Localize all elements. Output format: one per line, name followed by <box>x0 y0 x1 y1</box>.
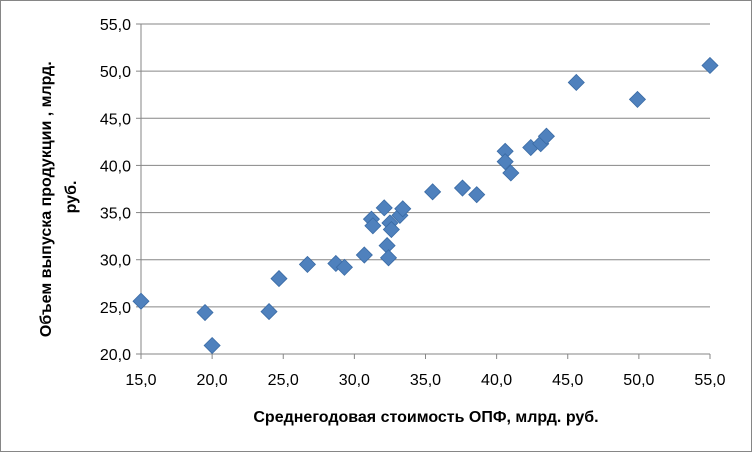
scatter-point <box>203 336 221 355</box>
gridlines <box>141 23 710 308</box>
axes <box>136 23 711 359</box>
scatter-point <box>132 292 150 310</box>
scatter-point <box>701 56 719 75</box>
x-tick-label: 45,0 <box>552 372 583 389</box>
y-axis-title-line-2: руб. <box>63 181 80 214</box>
scatter-point <box>453 179 472 197</box>
y-tick-label: 30,0 <box>100 253 131 270</box>
scatter-point <box>567 73 585 92</box>
x-tick-label: 55,0 <box>694 372 725 389</box>
y-tick-label: 50,0 <box>100 64 131 81</box>
scatter-point <box>327 254 345 273</box>
x-tick-label: 30,0 <box>339 372 370 389</box>
scatter-point <box>355 246 373 264</box>
scatter-point <box>502 164 520 182</box>
scatter-point <box>375 199 393 217</box>
x-axis-title: Среднегодовая стоимость ОПФ, млрд. руб. <box>253 409 598 426</box>
y-tick-label: 40,0 <box>100 158 131 175</box>
scatter-point <box>364 217 382 235</box>
x-tick-label: 20,0 <box>197 372 228 389</box>
x-tick-labels: 15,0 20,0 25,0 30,0 35,0 40,0 45,0 50,0 55,0 <box>125 372 725 389</box>
y-tick-labels: 20,0 25,0 30,0 35,0 40,0 45,0 50,0 55,0 <box>100 17 131 364</box>
x-tick-label: 15,0 <box>125 372 156 389</box>
scatter-point <box>468 186 486 204</box>
y-tick-label: 55,0 <box>100 17 131 34</box>
x-tick-label: 25,0 <box>268 372 299 389</box>
y-tick-label: 20,0 <box>100 347 131 364</box>
x-tick-label: 35,0 <box>410 372 441 389</box>
scatter-point <box>496 153 514 171</box>
scatter-point <box>628 90 647 108</box>
scatter-point <box>382 220 400 239</box>
y-axis-title-line-1: Объем выпуска продукции , млрд. <box>38 61 55 337</box>
scatter-point <box>270 270 288 288</box>
x-tick-label: 50,0 <box>623 372 654 389</box>
x-tick-label: 40,0 <box>481 372 512 389</box>
y-axis-title: Объем выпуска продукции , млрд. руб. <box>38 57 80 337</box>
y-tick-label: 45,0 <box>100 111 131 128</box>
y-tick-label: 25,0 <box>100 300 131 317</box>
scatter-point <box>298 255 316 273</box>
scatter-point <box>260 303 278 321</box>
scatter-point <box>335 258 353 276</box>
scatter-point <box>394 200 412 218</box>
scatter-point <box>379 249 398 267</box>
data-points <box>132 56 719 355</box>
scatter-point <box>196 303 214 322</box>
scatter-point <box>537 127 555 145</box>
y-tick-label: 35,0 <box>100 206 131 223</box>
scatter-point <box>424 183 442 201</box>
